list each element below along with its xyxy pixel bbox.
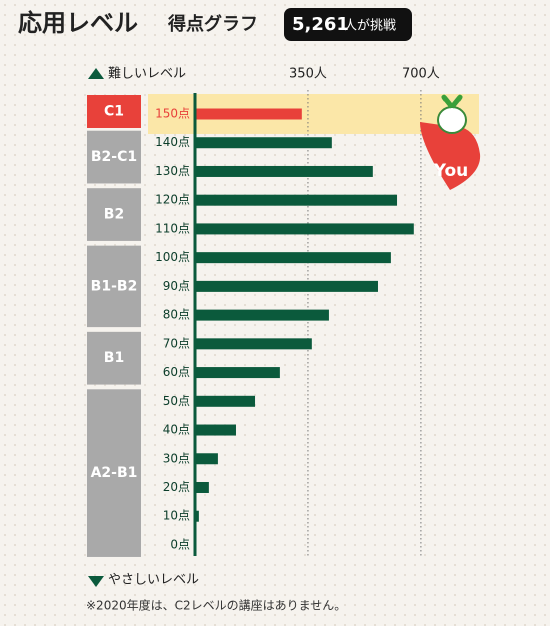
y-tick-label: 30点 bbox=[163, 451, 190, 465]
bar bbox=[195, 481, 209, 493]
y-tick-label: 80点 bbox=[163, 308, 190, 322]
bar bbox=[195, 338, 312, 350]
bar bbox=[195, 194, 398, 206]
mascot-head bbox=[437, 106, 467, 134]
y-tick-label: 20点 bbox=[163, 480, 190, 494]
y-tick-label: 0点 bbox=[170, 537, 190, 551]
bar bbox=[195, 395, 256, 407]
level-label: B1 bbox=[104, 350, 124, 366]
note: ※2020年度は、C2レベルの講座はありません。 bbox=[86, 598, 346, 613]
bar bbox=[195, 453, 218, 465]
level-box bbox=[87, 95, 141, 128]
bar bbox=[195, 510, 199, 522]
y-tick-label: 150点 bbox=[155, 107, 190, 121]
y-tick-label: 120点 bbox=[155, 193, 190, 207]
bar bbox=[195, 252, 391, 264]
up-arrow bbox=[88, 68, 104, 79]
level-box bbox=[87, 130, 141, 184]
level-box bbox=[87, 245, 141, 328]
bar bbox=[195, 424, 236, 436]
top-label: 難しいレベル bbox=[108, 67, 186, 82]
level-label: B1-B2 bbox=[91, 278, 138, 294]
bar bbox=[195, 280, 378, 292]
you-label: You bbox=[433, 161, 469, 181]
level-label: A2-B1 bbox=[91, 465, 138, 481]
x-tick-label: 700人 bbox=[402, 67, 440, 82]
bar bbox=[195, 367, 280, 379]
you-marker bbox=[420, 122, 481, 190]
y-tick-label: 70点 bbox=[163, 336, 190, 350]
x-tick-label: 350人 bbox=[289, 67, 327, 82]
bar bbox=[195, 165, 373, 177]
y-tick-label: 90点 bbox=[163, 279, 190, 293]
y-tick-label: 60点 bbox=[163, 365, 190, 379]
y-tick-label: 110点 bbox=[155, 221, 190, 235]
level-label: B2 bbox=[104, 207, 124, 223]
y-tick-label: 130点 bbox=[155, 164, 190, 178]
bar bbox=[195, 108, 302, 120]
level-box bbox=[87, 188, 141, 241]
bar bbox=[195, 309, 329, 321]
level-label: B2-C1 bbox=[91, 149, 137, 165]
level-label: C1 bbox=[104, 104, 124, 120]
total-badge bbox=[284, 8, 412, 41]
bar bbox=[195, 223, 414, 235]
down-arrow bbox=[88, 576, 104, 587]
total: 5,261 bbox=[292, 14, 349, 35]
y-tick-label: 40点 bbox=[163, 423, 190, 437]
mascot-leaf bbox=[441, 94, 463, 109]
level-box bbox=[87, 331, 141, 385]
bar bbox=[195, 137, 332, 149]
bottom-label: やさしいレベル bbox=[108, 573, 199, 588]
y-tick-label: 50点 bbox=[163, 394, 190, 408]
y-tick-label: 100点 bbox=[155, 250, 190, 264]
total-suffix: 人が挑戦 bbox=[344, 19, 396, 34]
plot: 350人 700人 C1 B2-C1 B2 B1-B2 B1 A2-B1 150点 140点 130… bbox=[87, 67, 481, 557]
subtitle: 得点グラフ bbox=[167, 13, 258, 35]
level-box bbox=[87, 389, 141, 557]
y-tick-label: 140点 bbox=[155, 135, 190, 149]
y-tick-label: 10点 bbox=[163, 509, 190, 523]
title: 応用レベル bbox=[18, 9, 138, 37]
